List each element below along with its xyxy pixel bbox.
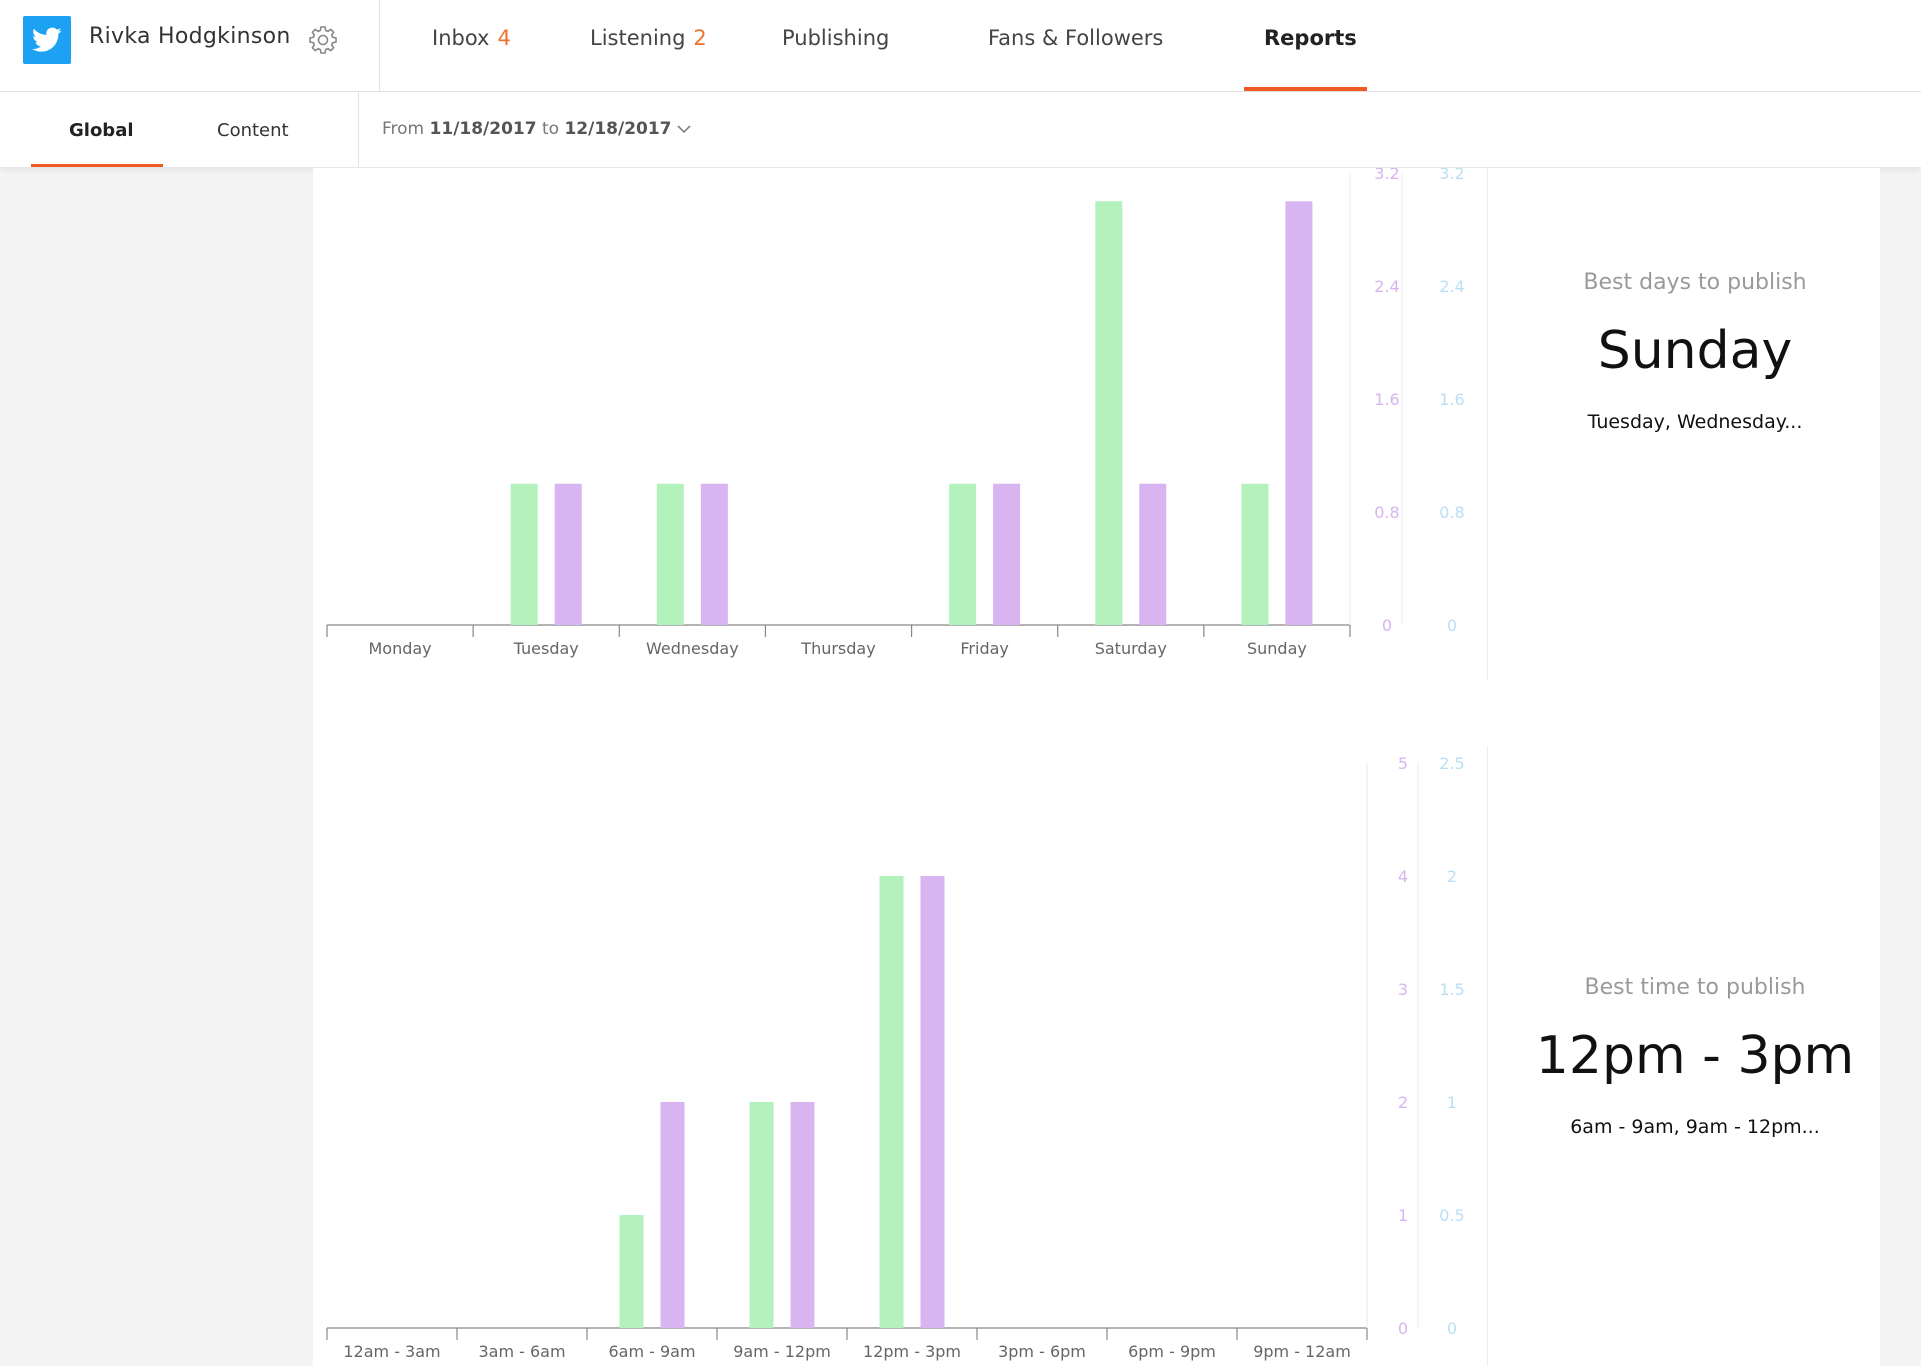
date-range-from: 11/18/2017 [429,119,537,139]
x-tick-label: Monday [368,639,431,658]
sub-nav: Global Content From 11/18/2017 to 12/18/… [0,92,1921,168]
y-right-tick-label: 1.6 [1439,390,1464,409]
chart-bar [993,483,1021,625]
chart-bar [1139,483,1167,625]
x-tick-label: Wednesday [646,639,739,658]
twitter-icon [23,16,71,64]
x-tick-label: Friday [960,639,1009,658]
y-right-tick-label: 2 [1447,867,1457,886]
date-range-prefix: From [382,119,425,139]
date-range-mid: to [541,119,560,139]
chevron-down-icon [677,119,691,139]
active-subtab-indicator [31,164,163,167]
y-right-tick-label: 0.5 [1439,1206,1464,1225]
y-left-tick-label: 2 [1398,1093,1408,1112]
y-left-tick-label: 0.8 [1374,503,1399,522]
chart-bar [790,1102,815,1328]
date-range-to: 12/18/2017 [564,119,672,139]
y-left-tick-label: 1.6 [1374,390,1399,409]
tab-publishing[interactable]: Publishing [782,26,889,50]
y-left-tick-label: 5 [1398,754,1408,773]
x-tick-label: Tuesday [513,639,579,658]
chart-bar [619,1215,644,1328]
best-time-label: Best time to publish [1584,975,1806,1000]
y-right-tick-label: 2.5 [1439,754,1464,773]
subtab-content[interactable]: Content [217,120,289,141]
tab-inbox-label: Inbox [432,26,490,50]
account-switcher[interactable]: Rivka Hodgkinson [0,0,380,92]
chart-bar [1285,201,1313,625]
chart-bar [656,483,684,625]
top-bar: Rivka Hodgkinson Inbox 4 Listening 2 Publi… [0,0,1921,92]
y-right-tick-label: 0 [1447,1319,1457,1338]
y-left-tick-label: 3 [1398,980,1408,999]
tab-publishing-label: Publishing [782,26,890,50]
y-right-tick-label: 0 [1447,616,1457,635]
subtab-global[interactable]: Global [69,120,134,141]
tab-fans-followers[interactable]: Fans & Followers [988,26,1163,50]
x-tick-label: 3am - 6am [478,1342,565,1361]
other-times-value: 6am - 9am, 9am - 12pm... [1570,1116,1820,1138]
chart-bar [510,483,538,625]
chart-bar [700,483,728,625]
y-left-tick-label: 3.2 [1374,168,1399,183]
active-tab-indicator [1244,87,1367,91]
x-tick-label: Saturday [1095,639,1167,658]
y-right-tick-label: 0.8 [1439,503,1464,522]
x-tick-label: 6pm - 9pm [1128,1342,1216,1361]
y-left-tick-label: 2.4 [1374,277,1399,296]
date-range-picker[interactable]: From 11/18/2017 to 12/18/2017 [382,119,691,139]
chart-bar [949,483,977,625]
reports-card: Monday Tuesday Wednesday Thursday Friday Satu… [313,168,1880,1366]
divider [358,92,359,168]
chart-bar [749,1102,774,1328]
gear-icon[interactable] [306,23,340,57]
tab-inbox-count: 4 [497,26,511,50]
tab-inbox[interactable]: Inbox 4 [432,26,511,50]
y-right-tick-label: 1.5 [1439,980,1464,999]
chart-bar [1241,483,1269,625]
x-tick-label: 12pm - 3pm [863,1342,961,1361]
best-days-summary: Best days to publish Sunday Tuesday, Wed… [1500,270,1890,433]
x-tick-label: Sunday [1247,639,1307,658]
y-right-tick-label: 3.2 [1439,168,1464,183]
y-right-tick-label: 1 [1447,1093,1457,1112]
divider [1487,168,1488,681]
tab-reports-label: Reports [1264,26,1357,50]
x-tick-label: Thursday [800,639,875,658]
x-tick-label: 9am - 12pm [733,1342,831,1361]
account-name: Rivka Hodgkinson [89,24,291,49]
x-tick-label: 6am - 9am [608,1342,695,1361]
chart-bar [920,876,945,1328]
best-days-label: Best days to publish [1583,270,1807,295]
best-time-value: 12pm - 3pm [1535,1026,1855,1086]
x-tick-label: 3pm - 6pm [998,1342,1086,1361]
x-tick-label: 12am - 3am [343,1342,440,1361]
tab-fans-followers-label: Fans & Followers [988,26,1164,50]
chart-bar [879,876,904,1328]
tab-listening[interactable]: Listening 2 [590,26,707,50]
y-left-tick-label: 0 [1398,1319,1408,1338]
y-left-tick-label: 0 [1382,616,1392,635]
chart-bar [660,1102,685,1328]
best-time-summary: Best time to publish 12pm - 3pm 6am - 9a… [1500,975,1890,1138]
tab-reports[interactable]: Reports [1264,26,1357,50]
y-left-tick-label: 4 [1398,867,1408,886]
chart-bar [554,483,582,625]
y-right-tick-label: 2.4 [1439,277,1464,296]
x-tick-label: 9pm - 12am [1253,1342,1351,1361]
y-left-tick-label: 1 [1398,1206,1408,1225]
other-days-value: Tuesday, Wednesday... [1587,411,1803,433]
best-day-value: Sunday [1597,321,1793,381]
chart-bar [1095,201,1123,625]
divider [1487,746,1488,1366]
tab-listening-label: Listening [590,26,686,50]
tab-listening-count: 2 [693,26,707,50]
charts-canvas: Monday Tuesday Wednesday Thursday Friday Satu… [326,168,1465,1361]
